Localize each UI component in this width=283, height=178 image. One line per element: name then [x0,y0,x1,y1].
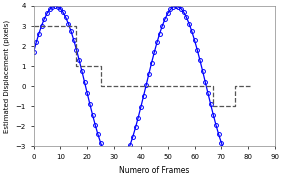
Y-axis label: Estimated Displacement (pixels): Estimated Displacement (pixels) [3,20,10,133]
X-axis label: Numero of Frames: Numero of Frames [119,166,190,174]
